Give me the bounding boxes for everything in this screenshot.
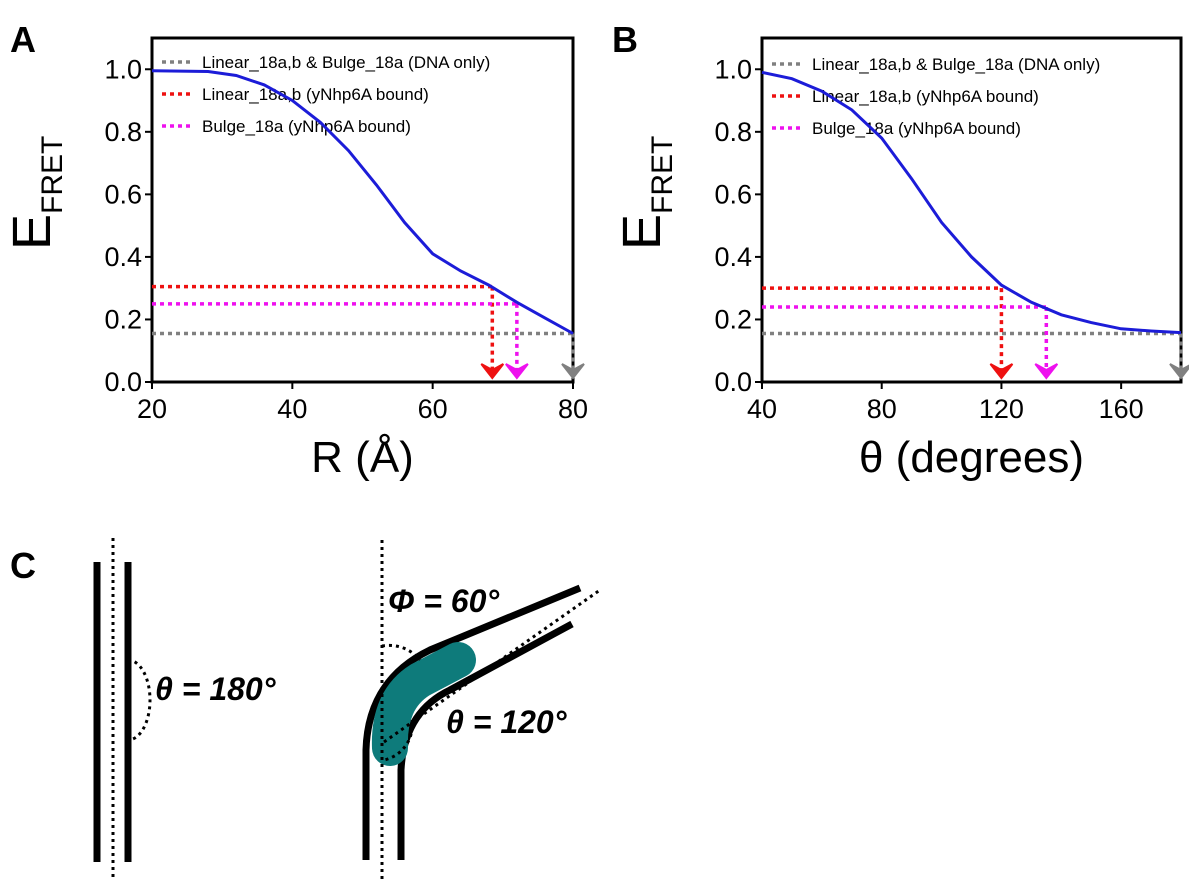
x-axis-label: R (Å): [311, 433, 414, 482]
x-tick-label: 40: [277, 394, 307, 424]
x-tick-label: 80: [867, 394, 897, 424]
x-tick-label: 20: [137, 394, 167, 424]
angle-label: θ = 120°: [446, 704, 567, 740]
x-tick-label: 80: [558, 394, 588, 424]
y-axis-label-sub: FRET: [646, 136, 679, 214]
panel-label: C: [10, 545, 36, 586]
x-tick-label: 160: [1099, 394, 1144, 424]
y-axis-label-main: E: [2, 214, 62, 250]
y-tick-label: 1.0: [714, 54, 752, 84]
y-tick-label: 0.8: [714, 117, 752, 147]
panel-label: B: [612, 19, 638, 60]
y-axis-label: EFRET: [612, 136, 679, 250]
legend-label: Bulge_18a (yNhp6A bound): [202, 117, 411, 136]
arrow-head: [989, 363, 1014, 380]
y-axis-label: EFRET: [2, 136, 69, 250]
y-axis-label-main: E: [612, 214, 672, 250]
y-tick-label: 0.6: [104, 179, 142, 209]
angle-label: θ = 180°: [155, 671, 276, 707]
legend-label: Bulge_18a (yNhp6A bound): [812, 119, 1021, 138]
arrow-head: [1034, 363, 1059, 380]
arrow-head: [561, 363, 585, 380]
y-tick-label: 0.8: [104, 117, 142, 147]
legend-label: Linear_18a,b & Bulge_18a (DNA only): [202, 53, 490, 72]
bent-dna: Φ = 60° θ = 120°: [362, 540, 601, 880]
y-tick-label: 0.2: [714, 304, 752, 334]
x-tick-label: 40: [747, 394, 777, 424]
y-tick-label: 0.0: [714, 367, 752, 397]
y-tick-label: 0.4: [714, 242, 752, 272]
y-tick-label: 0.0: [104, 367, 142, 397]
legend-label: Linear_18a,b (yNhp6A bound): [202, 85, 429, 104]
legend-label: Linear_18a,b & Bulge_18a (DNA only): [812, 55, 1100, 74]
angle-label: Φ = 60°: [388, 583, 499, 619]
axis-line: [383, 588, 601, 744]
chart: 0.0 0.2 0.4 0.6 0.8 1.0 20 40 60 80 R (Å) EFRET Line…: [2, 36, 588, 482]
chart: 0.0 0.2 0.4 0.6 0.8 1.0 40 80 120 160 θ (degrees) E…: [612, 36, 1189, 482]
legend-label: Linear_18a,b (yNhp6A bound): [812, 87, 1039, 106]
plot-frame: [150, 36, 575, 384]
x-axis-label: θ (degrees): [859, 433, 1084, 482]
angle-arc: [381, 643, 422, 661]
y-tick-label: 0.2: [104, 304, 142, 334]
fret-curve: [151, 69, 574, 335]
y-tick-label: 1.0: [104, 54, 142, 84]
arrow-head: [505, 363, 529, 380]
plot-frame: [760, 36, 1183, 384]
y-tick-label: 0.4: [104, 242, 142, 272]
arrow-head: [480, 363, 505, 380]
x-tick-label: 120: [979, 394, 1024, 424]
y-axis-label-sub: FRET: [36, 136, 69, 214]
y-tick-label: 0.6: [714, 179, 752, 209]
fret-curve: [761, 70, 1182, 335]
arrow-head: [1169, 363, 1189, 380]
panel-label: A: [10, 19, 36, 60]
straight-dna: θ = 180°: [93, 538, 276, 880]
angle-arc: [127, 658, 152, 742]
x-tick-label: 60: [418, 394, 448, 424]
